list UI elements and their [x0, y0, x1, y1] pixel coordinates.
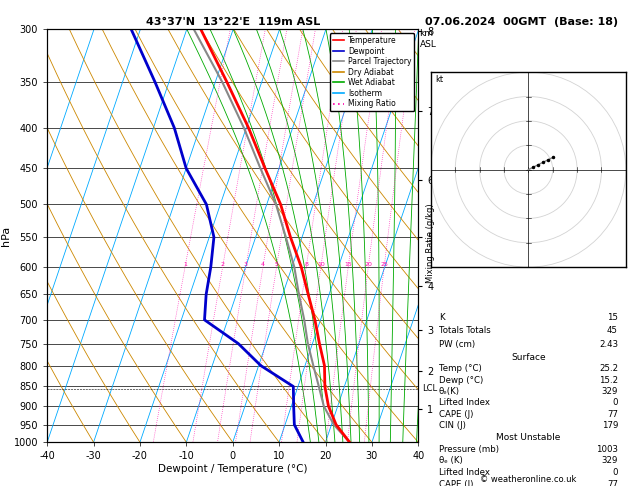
Text: θₑ (K): θₑ (K): [438, 456, 462, 466]
Text: 15.2: 15.2: [599, 376, 618, 384]
Text: 1: 1: [183, 262, 187, 267]
Text: 3: 3: [244, 262, 248, 267]
Text: 45: 45: [607, 326, 618, 335]
Text: 25.2: 25.2: [599, 364, 618, 373]
Text: Totals Totals: Totals Totals: [438, 326, 491, 335]
Text: 8: 8: [304, 262, 308, 267]
Text: CIN (J): CIN (J): [438, 421, 465, 431]
Text: K: K: [438, 312, 444, 322]
Y-axis label: hPa: hPa: [1, 226, 11, 246]
Text: Most Unstable: Most Unstable: [496, 433, 560, 442]
Text: kt: kt: [436, 75, 444, 84]
Text: 43°37'N  13°22'E  119m ASL: 43°37'N 13°22'E 119m ASL: [145, 17, 320, 27]
Text: 07.06.2024  00GMT  (Base: 18): 07.06.2024 00GMT (Base: 18): [425, 17, 618, 27]
Text: θₑ(K): θₑ(K): [438, 387, 460, 396]
Text: 15: 15: [344, 262, 352, 267]
Text: Lifted Index: Lifted Index: [438, 399, 489, 407]
Text: 179: 179: [602, 421, 618, 431]
Text: 329: 329: [602, 456, 618, 466]
Text: 0: 0: [613, 399, 618, 407]
Legend: Temperature, Dewpoint, Parcel Trajectory, Dry Adiabat, Wet Adiabat, Isotherm, Mi: Temperature, Dewpoint, Parcel Trajectory…: [330, 33, 415, 111]
Text: Surface: Surface: [511, 353, 546, 362]
X-axis label: Dewpoint / Temperature (°C): Dewpoint / Temperature (°C): [158, 464, 308, 474]
Text: 4: 4: [261, 262, 265, 267]
Text: © weatheronline.co.uk: © weatheronline.co.uk: [480, 474, 577, 484]
Text: 25: 25: [380, 262, 388, 267]
Text: PW (cm): PW (cm): [438, 340, 475, 349]
Text: 1003: 1003: [596, 445, 618, 454]
Text: 2: 2: [221, 262, 225, 267]
Text: 77: 77: [607, 410, 618, 419]
Text: Lifted Index: Lifted Index: [438, 468, 489, 477]
Text: Mixing Ratio (g/kg): Mixing Ratio (g/kg): [426, 203, 435, 283]
Text: LCL: LCL: [423, 384, 438, 393]
Text: Pressure (mb): Pressure (mb): [438, 445, 499, 454]
Text: 0: 0: [613, 468, 618, 477]
Text: Dewp (°C): Dewp (°C): [438, 376, 483, 384]
Text: km
ASL: km ASL: [420, 29, 437, 49]
Text: 10: 10: [317, 262, 325, 267]
Text: 5: 5: [275, 262, 279, 267]
Text: Temp (°C): Temp (°C): [438, 364, 481, 373]
Text: 2.43: 2.43: [599, 340, 618, 349]
Text: 20: 20: [364, 262, 372, 267]
Text: 15: 15: [607, 312, 618, 322]
Text: CAPE (J): CAPE (J): [438, 410, 473, 419]
Text: CAPE (J): CAPE (J): [438, 480, 473, 486]
Text: 77: 77: [607, 480, 618, 486]
Text: 329: 329: [602, 387, 618, 396]
